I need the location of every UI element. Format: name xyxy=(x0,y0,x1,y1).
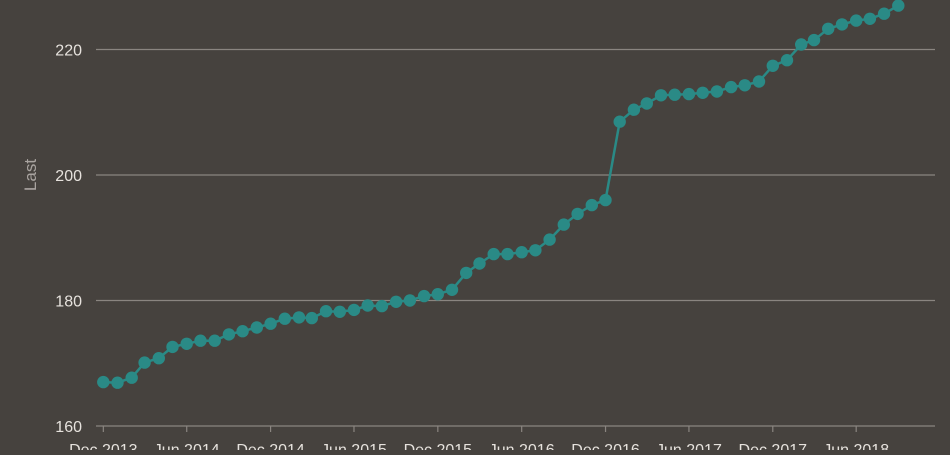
axes: 160 180 200 220 Dec 2013 Jun 2014 Dec 2014 Jun … xyxy=(55,43,889,455)
data-point xyxy=(627,103,641,116)
y-tick-label: 180 xyxy=(55,294,82,311)
x-tick-label: Jun 2016 xyxy=(489,442,555,450)
data-point xyxy=(863,12,877,25)
data-point xyxy=(682,87,696,101)
data-point xyxy=(333,305,346,318)
data-point xyxy=(138,356,151,369)
data-point xyxy=(543,233,556,246)
series-line xyxy=(103,4,899,384)
x-tick-label: Dec 2013 xyxy=(69,442,138,450)
data-point xyxy=(97,375,110,389)
x-tick-label: Jun 2017 xyxy=(656,442,722,450)
x-tick-label: Jun 2014 xyxy=(154,442,220,450)
data-point xyxy=(473,257,486,270)
data-point xyxy=(152,352,165,365)
y-tick-label: 160 xyxy=(55,419,82,436)
data-point xyxy=(515,246,528,259)
data-point xyxy=(166,340,179,354)
data-point xyxy=(250,321,263,334)
data-point xyxy=(599,193,612,207)
data-point xyxy=(877,7,891,20)
data-point xyxy=(529,244,542,257)
data-point xyxy=(194,334,207,347)
y-axis-title: Last xyxy=(21,159,40,191)
data-point xyxy=(319,305,333,318)
x-tick-label: Dec 2016 xyxy=(571,442,640,450)
x-tick-label: Dec 2017 xyxy=(739,442,808,450)
data-point xyxy=(417,289,431,303)
data-point xyxy=(822,22,835,35)
data-point xyxy=(557,218,570,231)
y-tick-label: 200 xyxy=(55,168,82,185)
data-point xyxy=(222,328,236,341)
data-point xyxy=(487,247,500,261)
data-point xyxy=(445,283,459,296)
x-tick-label: Jun 2018 xyxy=(823,442,889,450)
series xyxy=(97,0,905,389)
data-point xyxy=(668,88,681,101)
data-point xyxy=(892,0,905,12)
data-point xyxy=(431,288,444,301)
data-point xyxy=(710,85,724,98)
data-point xyxy=(180,337,193,350)
data-point xyxy=(640,97,653,110)
data-point xyxy=(752,75,766,88)
data-point xyxy=(389,295,403,308)
data-point xyxy=(571,207,584,221)
data-point xyxy=(850,14,863,27)
y-tick-label: 220 xyxy=(55,43,82,60)
x-tick-label: Dec 2014 xyxy=(236,442,305,450)
data-point xyxy=(613,115,626,128)
data-point xyxy=(236,325,249,338)
x-tick-label: Dec 2015 xyxy=(404,442,473,450)
data-point xyxy=(361,299,374,312)
data-point xyxy=(125,371,138,384)
data-point xyxy=(501,247,514,261)
data-point xyxy=(460,266,473,280)
data-point xyxy=(111,376,124,389)
data-point xyxy=(292,311,306,324)
data-point xyxy=(375,299,389,313)
data-point xyxy=(347,303,361,317)
data-point xyxy=(835,18,849,31)
data-point xyxy=(264,317,277,330)
data-point xyxy=(305,311,318,325)
data-point xyxy=(766,59,779,72)
x-tick-label: Jun 2015 xyxy=(321,442,387,450)
data-point xyxy=(403,294,417,307)
data-point xyxy=(585,198,598,212)
data-point xyxy=(795,38,808,51)
gridlines xyxy=(96,48,935,427)
data-point xyxy=(738,79,751,92)
data-point xyxy=(654,89,668,102)
data-point xyxy=(208,334,221,347)
data-point xyxy=(780,54,794,67)
data-point xyxy=(278,312,291,325)
data-point xyxy=(807,33,821,47)
data-point xyxy=(696,86,709,100)
data-point xyxy=(724,80,738,94)
